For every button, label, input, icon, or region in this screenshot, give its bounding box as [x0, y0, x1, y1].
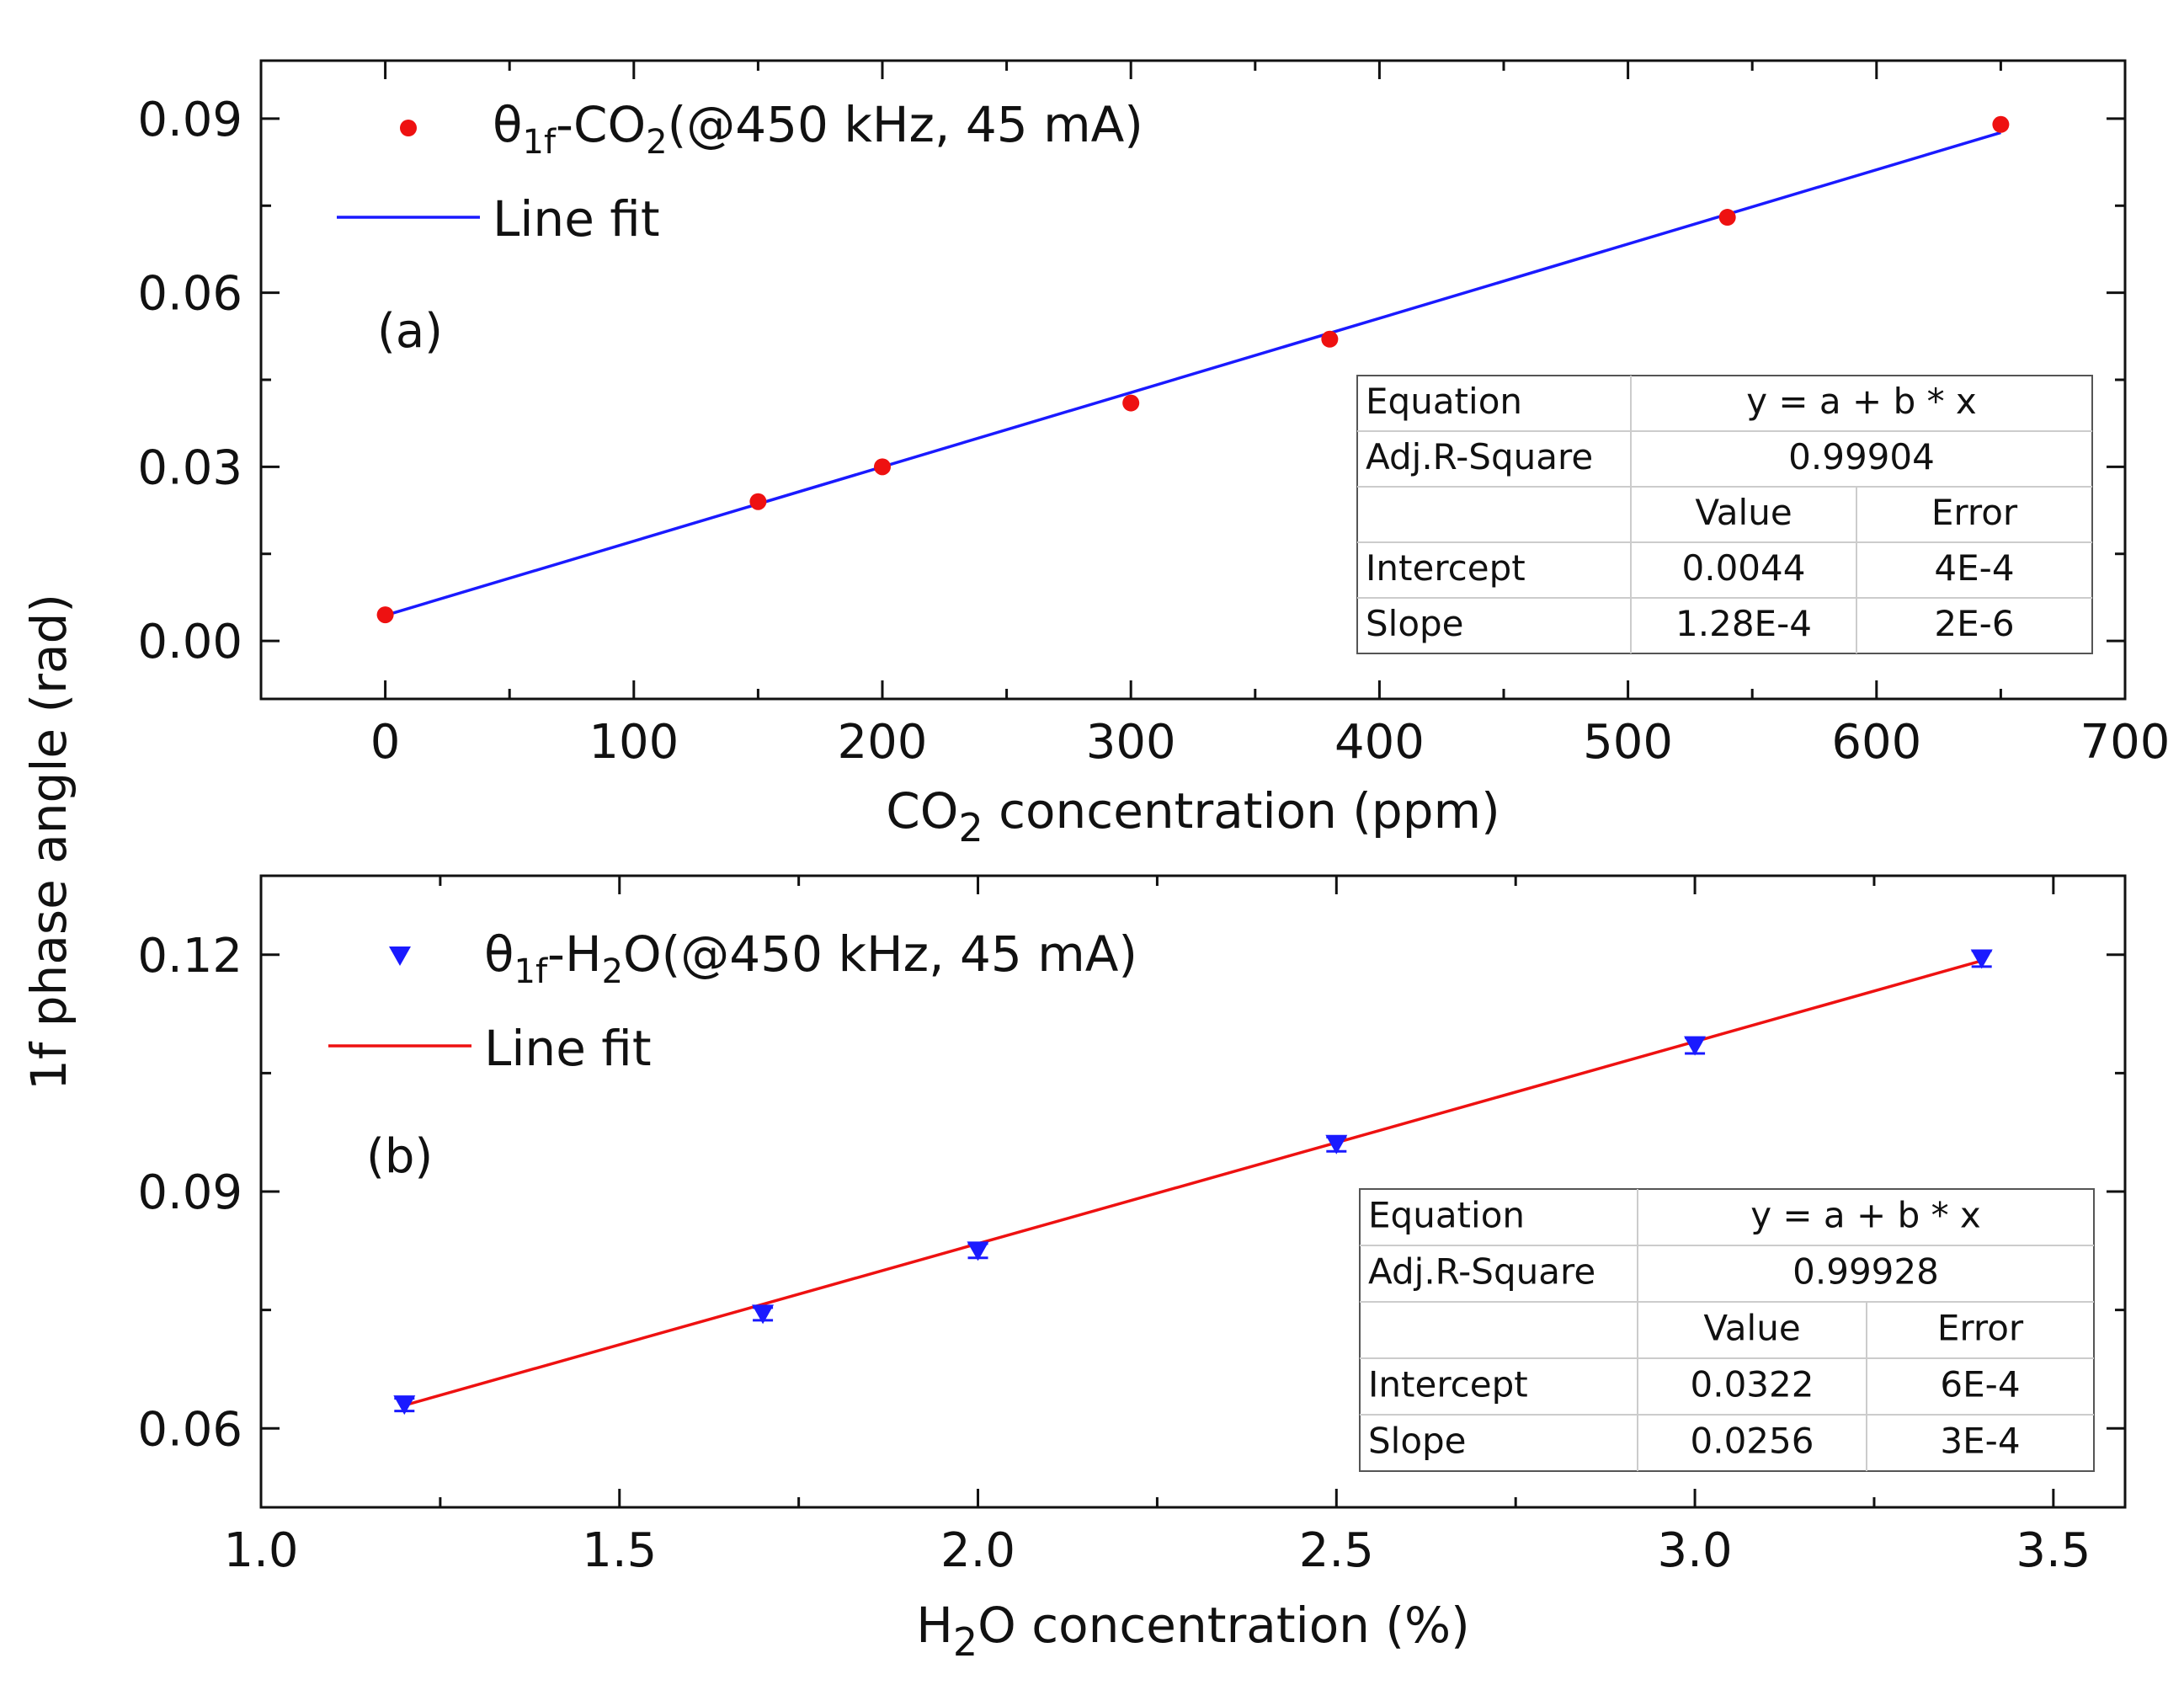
table-border	[1359, 1188, 2095, 1472]
table-equation-value: y = a + b * x	[1746, 381, 1977, 422]
table-row-label: Slope	[1366, 603, 1464, 644]
y-tick-label: 0.09	[137, 1165, 242, 1220]
x-tick-label: 200	[838, 715, 928, 770]
data-point	[376, 606, 394, 624]
table-row-value: 1.28E-4	[1675, 603, 1812, 644]
data-point	[393, 1395, 416, 1416]
data-point	[1321, 330, 1339, 348]
panel-b-chart: 1.0 1.5 2.0 2.5 3.0 3.5 0.06 0.09 0.12 H2O concen…	[137, 874, 2127, 1665]
y-tick-label: 0.09	[137, 93, 242, 147]
table-row-error: 3E-4	[1940, 1421, 2020, 1462]
data-point	[967, 1241, 989, 1261]
table-row-error: 6E-4	[1940, 1364, 2020, 1405]
y-tick-label: 0.03	[137, 440, 242, 495]
x-tick-label: 300	[1086, 715, 1176, 770]
table-value-header: Value	[1703, 1308, 1800, 1349]
data-point	[1718, 209, 1736, 227]
data-point	[752, 1304, 775, 1325]
table-value-header: Value	[1695, 492, 1792, 533]
legend-fit-label: Line fit	[484, 1020, 652, 1077]
data-point	[874, 458, 891, 476]
x-tick-label: 3.0	[1658, 1523, 1733, 1578]
table-equation-label: Equation	[1366, 381, 1522, 422]
data-point	[1122, 394, 1140, 412]
x-tick-label: 1.5	[582, 1523, 657, 1578]
table-row-label: Intercept	[1366, 547, 1526, 589]
table-row-value: 0.0322	[1691, 1364, 1814, 1405]
panel-a-chart: 0 100 200 300 400 500 600 700 0.00 0.03 0.06 0.09 CO…	[137, 59, 2171, 850]
x-axis-title: H2O concentration (%)	[916, 1597, 1470, 1665]
data-point	[1970, 949, 1993, 969]
x-tick-label: 100	[589, 715, 679, 770]
panel-label: (b)	[366, 1129, 433, 1184]
x-tick-label: 0	[370, 715, 401, 770]
panel-label: (a)	[377, 304, 443, 359]
table-r2-label: Adj.R-Square	[1368, 1251, 1595, 1293]
table-r2-label: Adj.R-Square	[1366, 436, 1593, 477]
table-border	[1356, 375, 2093, 654]
table-row-error: 2E-6	[1934, 603, 2014, 644]
fit-stats-table: Equation y = a + b * x Adj.R-Square 0.99928…	[1359, 1188, 2095, 1472]
table-equation-value: y = a + b * x	[1750, 1195, 1981, 1236]
shared-y-axis-title: 1f phase angle (rad)	[20, 594, 77, 1090]
legend-series-label: θ1f-CO2(@450 kHz, 45 mA)	[493, 96, 1143, 162]
x-tick-label: 1.0	[223, 1523, 298, 1578]
x-axis-title: CO2 concentration (ppm)	[886, 782, 1500, 850]
x-tick-label: 3.5	[2016, 1523, 2091, 1578]
y-tick-label: 0.06	[137, 1402, 242, 1457]
data-point	[1325, 1134, 1348, 1154]
legend-marker-icon	[400, 120, 417, 136]
table-error-header: Error	[1937, 1308, 2024, 1349]
table-row-error: 4E-4	[1934, 547, 2014, 589]
table-row-label: Slope	[1368, 1421, 1467, 1462]
x-tick-label: 2.5	[1299, 1523, 1374, 1578]
y-tick-label: 0.12	[137, 929, 242, 984]
legend-fit-label: Line fit	[493, 190, 660, 248]
data-point	[1684, 1036, 1707, 1056]
x-tick-label: 700	[2080, 715, 2171, 770]
x-tick-label: 400	[1334, 715, 1425, 770]
fit-line	[403, 959, 1983, 1407]
table-row-value: 0.0044	[1682, 547, 1806, 589]
legend-series-label: θ1f-H2O(@450 kHz, 45 mA)	[484, 925, 1137, 991]
table-row-label: Intercept	[1368, 1364, 1528, 1405]
x-tick-label: 500	[1583, 715, 1673, 770]
table-r2-value: 0.99904	[1788, 436, 1935, 477]
data-point	[749, 493, 767, 510]
table-equation-label: Equation	[1368, 1195, 1525, 1236]
legend-marker-icon	[389, 946, 411, 966]
table-error-header: Error	[1931, 492, 2018, 533]
x-tick-label: 600	[1831, 715, 1921, 770]
data-point	[1992, 115, 2010, 133]
y-tick-label: 0.00	[137, 615, 242, 669]
table-r2-value: 0.99928	[1792, 1251, 1939, 1293]
x-tick-label: 2.0	[940, 1523, 1015, 1578]
y-tick-label: 0.06	[137, 267, 242, 322]
table-row-value: 0.0256	[1691, 1421, 1814, 1462]
fit-stats-table: Equation y = a + b * x Adj.R-Square 0.99904…	[1356, 375, 2093, 654]
